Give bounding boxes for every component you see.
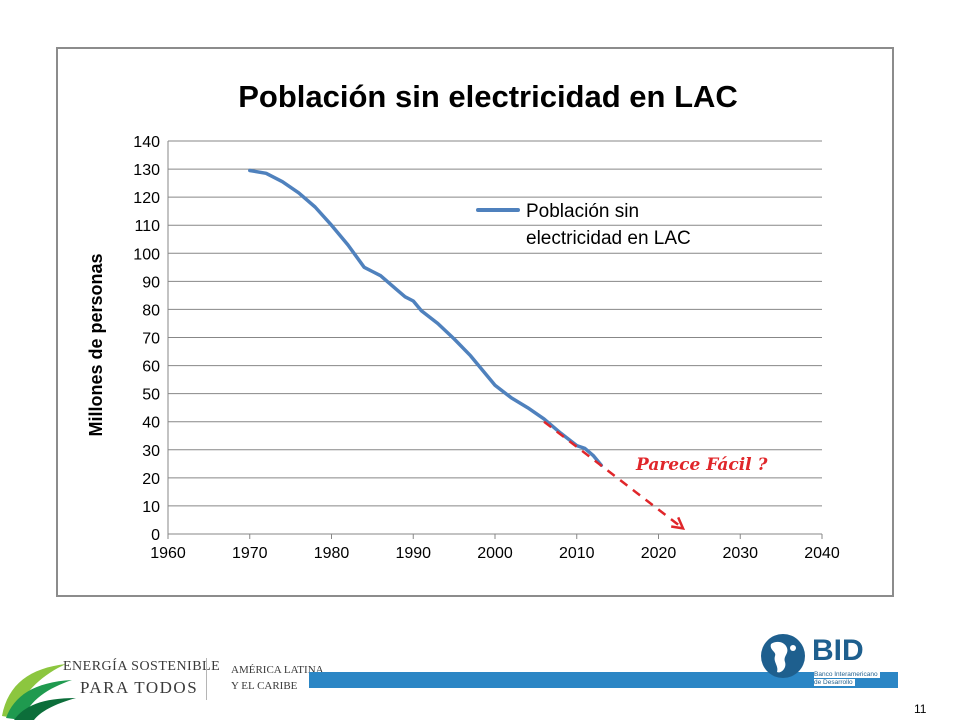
america-latina-line1: AMÉRICA LATINA [231, 664, 324, 676]
chart-frame: Población sin electricidad en LAC 140 130… [56, 47, 894, 597]
footer: ENERGÍA SOSTENIBLE PARA TODOS AMÉRICA LA… [0, 620, 960, 720]
x-tick-label: 2030 [722, 545, 758, 562]
annotation-layer: Parece Fácil ? [543, 420, 769, 530]
bid-subtitle-line1: Banco Interamericano [814, 671, 880, 678]
axes [167, 141, 823, 539]
y-tick-label: 20 [142, 471, 160, 488]
x-tick-label: 2020 [641, 545, 677, 562]
y-tick-label: 60 [142, 359, 160, 376]
x-tick-label: 1960 [150, 545, 186, 562]
y-tick-label: 0 [151, 527, 160, 544]
projection-arrow-head-icon [671, 516, 686, 530]
x-tick-label: 1990 [395, 545, 431, 562]
projection-arrow-line [543, 420, 684, 530]
line-chart: Población sin electricidad en LAC 140 130… [86, 79, 840, 562]
footer-divider [206, 658, 207, 700]
page-number: 11 [914, 702, 927, 716]
x-tick-label: 1980 [314, 545, 350, 562]
y-tick-label: 130 [133, 162, 160, 179]
energia-title-line2: PARA TODOS [80, 678, 199, 697]
y-tick-label: 90 [142, 274, 160, 291]
y-tick-label: 30 [142, 443, 160, 460]
legend-label-line1: Población sin [526, 201, 639, 222]
y-tick-label: 140 [133, 134, 160, 151]
america-latina-line2: Y EL CARIBE [231, 680, 298, 692]
series-line [248, 168, 604, 467]
x-tick-label: 2010 [559, 545, 595, 562]
gridlines [168, 140, 822, 535]
annotation-label: Parece Fácil ? [635, 455, 769, 475]
energia-title-line1: ENERGÍA SOSTENIBLE [63, 659, 221, 674]
chart-title: Población sin electricidad en LAC [238, 79, 738, 114]
x-tick-labels: 1960 1970 1980 1990 2000 2010 2020 2030 2040 [150, 545, 840, 562]
x-tick-label: 2000 [477, 545, 513, 562]
legend: Población sin electricidad en LAC [476, 201, 691, 249]
x-tick-label: 2040 [804, 545, 840, 562]
y-tick-label: 120 [133, 190, 160, 207]
legend-label-line2: electricidad en LAC [526, 228, 691, 249]
y-tick-label: 40 [142, 415, 160, 432]
y-tick-label: 50 [142, 387, 160, 404]
y-tick-label: 10 [142, 499, 160, 516]
footer-blue-bar [309, 672, 898, 688]
energia-leaf-logo-icon [2, 664, 76, 720]
y-axis-label: Millones de personas [86, 253, 106, 436]
y-tick-label: 100 [133, 246, 160, 263]
x-tick-label: 1970 [232, 545, 268, 562]
y-tick-label: 70 [142, 331, 160, 348]
y-tick-label: 80 [142, 302, 160, 319]
bid-subtitle-line2: de Desarrollo [814, 679, 855, 686]
legend-label: Población sin electricidad en LAC [526, 201, 691, 249]
y-tick-label: 110 [134, 218, 160, 235]
bid-globe-logo-icon [761, 634, 805, 678]
bid-wordmark: BID [812, 634, 864, 667]
series-layer [248, 168, 604, 467]
